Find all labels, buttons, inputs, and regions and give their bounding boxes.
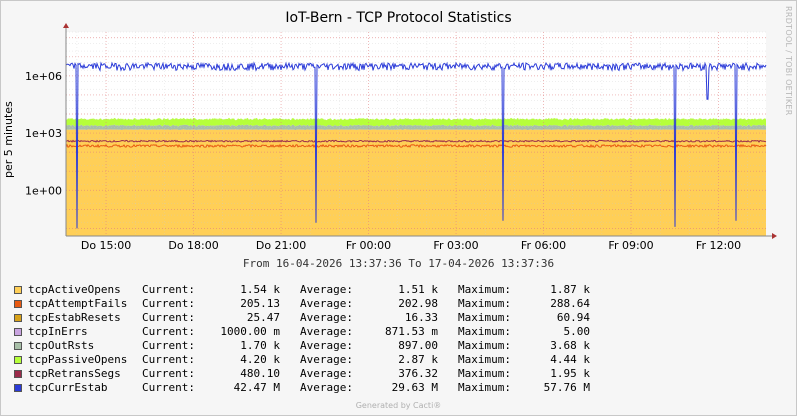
legend-maximum-value: 288.64	[550, 297, 590, 310]
y-axis-arrow	[63, 23, 69, 28]
legend-average-value: 16.33	[404, 311, 438, 324]
legend-current-label: Current:	[142, 367, 195, 380]
legend-maximum-value: 3.68 k	[550, 339, 590, 352]
legend-name: tcpOutRsts	[28, 339, 95, 352]
x-tick-label: Fr 09:00	[608, 239, 653, 252]
legend-maximum-label: Maximum:	[458, 283, 511, 296]
legend-swatch	[14, 300, 22, 308]
legend-row: tcpAttemptFails Current: 205.13 Average: 202…	[14, 297, 590, 311]
legend-average-value: 29.63 M	[391, 381, 438, 394]
chart-svg: 1e+00 1e+03 1e+06 Do 15:00 Do 18:00 Do 21:00 F…	[25, 23, 777, 252]
legend-swatch	[14, 384, 22, 392]
legend-maximum-value: 4.44 k	[550, 353, 590, 366]
legend-average-value: 376.32	[398, 367, 438, 380]
legend-average-label: Average:	[300, 283, 353, 296]
legend-average-label: Average:	[300, 325, 353, 338]
legend-average-value: 871.53 m	[385, 325, 438, 338]
footer: Generated by Cacti®	[355, 401, 442, 410]
x-tick-label: Fr 06:00	[521, 239, 566, 252]
series-area-tcpPassiveOpens	[66, 117, 766, 127]
legend-current-value: 42.47 M	[233, 381, 280, 394]
legend-swatch	[14, 328, 22, 336]
legend-name: tcpActiveOpens	[28, 283, 121, 296]
legend-current-label: Current:	[142, 325, 195, 338]
legend-row: tcpActiveOpens Current: 1.54 k Average: 1.51…	[14, 283, 590, 297]
legend-maximum-value: 57.76 M	[543, 381, 590, 394]
legend-average-value: 897.00	[398, 339, 438, 352]
legend: tcpActiveOpens Current: 1.54 k Average: 1.51…	[14, 283, 590, 395]
y-tick-label: 1e+06	[25, 70, 62, 83]
legend-maximum-value: 5.00	[563, 325, 591, 338]
x-tick-label: Fr 12:00	[696, 239, 741, 252]
legend-swatch	[14, 286, 22, 294]
legend-current-label: Current:	[142, 297, 195, 310]
x-tick-label: Do 15:00	[81, 239, 131, 252]
legend-name: tcpAttemptFails	[28, 297, 128, 310]
legend-swatch	[14, 342, 22, 350]
legend-maximum-value: 1.95 k	[550, 367, 590, 380]
legend-maximum-value: 1.87 k	[550, 283, 590, 296]
x-tick-label: Do 18:00	[168, 239, 218, 252]
legend-swatch	[14, 356, 22, 364]
legend-current-label: Current:	[142, 283, 195, 296]
rrdtool-watermark: RRDTOOL / TOBI OETIKER	[784, 6, 793, 116]
legend-current-label: Current:	[142, 311, 195, 324]
legend-name: tcpCurrEstab	[28, 381, 108, 394]
legend-name: tcpInErrs	[28, 325, 88, 338]
legend-current-value: 205.13	[240, 297, 280, 310]
series-line-tcpAttemptFails	[65, 143, 767, 149]
legend-maximum-label: Maximum:	[458, 311, 511, 324]
legend-current-label: Current:	[142, 353, 195, 366]
legend-current-value: 25.47	[246, 311, 280, 324]
legend-maximum-label: Maximum:	[458, 381, 511, 394]
legend-row: tcpEstabResets Current: 25.47 Average: 16.33…	[14, 311, 590, 325]
legend-name: tcpRetransSegs	[28, 367, 121, 380]
legend-current-label: Current:	[142, 381, 195, 394]
legend-average-label: Average:	[300, 353, 353, 366]
legend-average-label: Average:	[300, 339, 353, 352]
legend-average-label: Average:	[300, 297, 353, 310]
legend-average-label: Average:	[300, 381, 353, 394]
y-tick-label: 1e+00	[25, 184, 62, 197]
legend-current-label: Current:	[142, 339, 195, 352]
legend-row: tcpPassiveOpens Current: 4.20 k Average: 2.8…	[14, 353, 590, 367]
x-tick-label: Fr 03:00	[433, 239, 478, 252]
series-line-tcpRetransSegs	[65, 139, 767, 143]
legend-maximum-label: Maximum:	[458, 353, 511, 366]
legend-current-value: 480.10	[240, 367, 280, 380]
legend-maximum-label: Maximum:	[458, 297, 511, 310]
legend-swatch	[14, 370, 22, 378]
x-tick-label: Fr 00:00	[346, 239, 391, 252]
legend-average-value: 1.51 k	[398, 283, 438, 296]
legend-row: tcpCurrEstab Current: 42.47 M Average: 29.63…	[14, 381, 590, 395]
legend-row: tcpRetransSegs Current: 480.10 Average: 376.…	[14, 367, 590, 381]
series-area-tcpOutRsts	[66, 124, 766, 130]
legend-swatch	[14, 314, 22, 322]
graph-title: IoT-Bern - TCP Protocol Statistics	[285, 10, 512, 26]
legend-average-value: 202.98	[398, 297, 438, 310]
legend-maximum-label: Maximum:	[458, 325, 511, 338]
legend-current-value: 4.20 k	[240, 353, 280, 366]
legend-maximum-label: Maximum:	[458, 367, 511, 380]
legend-name: tcpEstabResets	[28, 311, 121, 324]
legend-maximum-label: Maximum:	[458, 339, 511, 352]
series-line-tcpCurrEstab	[65, 61, 767, 229]
x-tick-label: Do 21:00	[256, 239, 306, 252]
legend-row: tcpOutRsts Current: 1.70 k Average: 897.00 Ma…	[14, 339, 590, 353]
legend-average-value: 2.87 k	[398, 353, 438, 366]
legend-current-value: 1000.00 m	[220, 325, 280, 338]
y-tick-label: 1e+03	[25, 127, 62, 140]
legend-average-label: Average:	[300, 311, 353, 324]
legend-row: tcpInErrs Current: 1000.00 m Average: 871.53…	[14, 325, 590, 339]
legend-current-value: 1.70 k	[240, 339, 280, 352]
time-range: From 16-04-2026 13:37:36 To 17-04-2026 1…	[242, 257, 555, 270]
legend-average-label: Average:	[300, 367, 353, 380]
legend-name: tcpPassiveOpens	[28, 353, 128, 366]
x-axis-arrow	[772, 233, 777, 239]
legend-maximum-value: 60.94	[556, 311, 590, 324]
legend-current-value: 1.54 k	[240, 283, 280, 296]
